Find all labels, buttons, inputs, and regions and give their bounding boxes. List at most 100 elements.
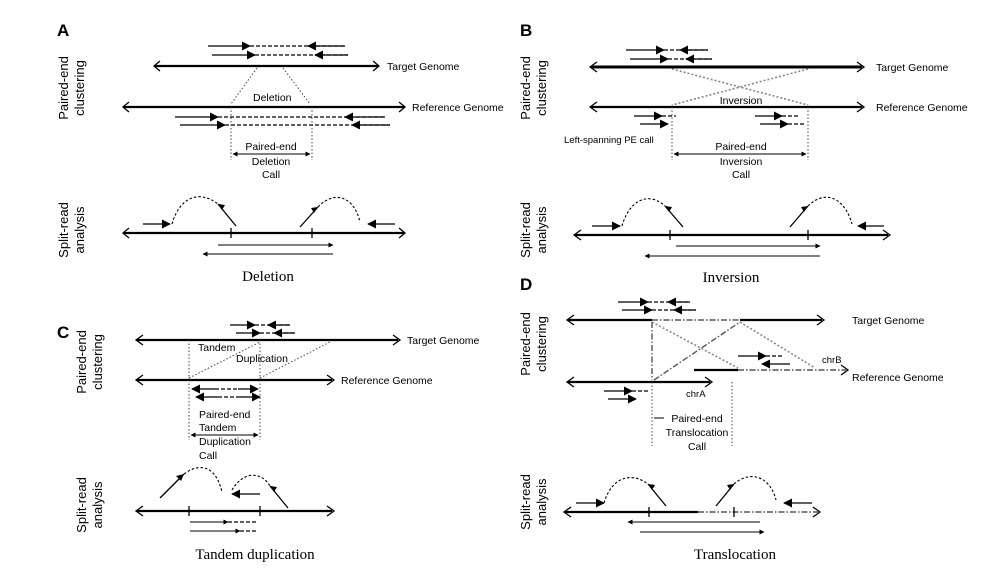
panel-b-event-label: Inversion: [720, 95, 763, 107]
panel-d-letter: D: [520, 275, 532, 294]
panel-d-side-top-2: clustering: [534, 316, 549, 372]
genome-end: [816, 314, 826, 326]
split-arc: [317, 197, 361, 223]
panel-a-side-top-2: clustering: [72, 60, 87, 116]
panel-b-side-bottom-1: Split-read: [518, 202, 533, 258]
genome-end: [134, 374, 144, 386]
genome-end: [562, 506, 572, 518]
split-arrowhead: [727, 484, 734, 490]
genome-end: [398, 101, 407, 113]
panel-c-letter: C: [57, 323, 69, 342]
panel-c-side-bottom-2: analysis: [90, 481, 105, 528]
genome-end: [152, 60, 161, 72]
panel-b-left-note: Left-spanning PE call: [564, 135, 654, 146]
split-arrowhead: [648, 484, 655, 490]
translocation-guides: [651, 321, 741, 381]
panel-d-caption: Translocation: [694, 547, 776, 563]
split-arc: [171, 196, 219, 225]
genome-end: [121, 101, 130, 113]
panel-b-side-top-1: Paired-end: [518, 56, 533, 120]
genome-end: [392, 334, 402, 346]
panel-c-call-1: Paired-end: [199, 409, 251, 421]
panel-c-event-label-2: Duplication: [236, 353, 288, 365]
panel-b-side-bottom-2: analysis: [534, 206, 549, 253]
panel-b-target-label: Target Genome: [876, 62, 949, 74]
genome-end: [134, 334, 144, 346]
genome-end: [572, 229, 582, 241]
panel-b-letter: B: [520, 21, 532, 40]
panel-b-side-top-2: clustering: [534, 60, 549, 116]
panel-b-call-2: Inversion: [720, 156, 763, 168]
panel-c-target-label: Target Genome: [407, 335, 480, 347]
split-arrowhead: [311, 207, 318, 213]
genome-end: [565, 314, 575, 326]
genome-end: [856, 61, 866, 73]
translocation-guides: [651, 321, 816, 369]
genome-end: [326, 374, 336, 386]
genome-end: [588, 101, 598, 113]
deletion-guides: [230, 67, 311, 105]
split-arc: [807, 196, 853, 225]
panel-a-target-label: Target Genome: [387, 61, 460, 73]
panel-c-event-label-1: Tandem: [198, 342, 236, 354]
genome-end: [398, 227, 407, 239]
split-arrowhead: [176, 474, 184, 481]
panel-a-reference-label: Reference Genome: [412, 102, 504, 114]
genome-end: [840, 364, 850, 376]
panel-a-side-top-1: Paired-end: [56, 56, 71, 120]
panel-a-side-bottom-2: analysis: [72, 206, 87, 253]
split-arrowhead: [801, 206, 808, 212]
genome-end: [326, 505, 336, 517]
panel-a-letter: A: [57, 21, 69, 40]
panel-d-side-bottom-1: Split-read: [518, 474, 533, 530]
split-arc: [183, 467, 223, 493]
panel-a-call-1: Paired-end: [245, 141, 297, 153]
inversion-cross: [671, 68, 809, 106]
panel-a-call-2: Deletion: [252, 156, 291, 168]
panel-b-call-1: Paired-end: [715, 141, 767, 153]
panel-c-side-top-1: Paired-end: [74, 330, 89, 394]
panel-b-caption: Inversion: [703, 270, 760, 286]
genome-end: [882, 229, 892, 241]
split-arrowhead: [218, 204, 225, 210]
panel-d-side-bottom-2: analysis: [534, 478, 549, 525]
panel-d-call-2: Translocation: [666, 427, 729, 439]
panel-d-call-3: Call: [688, 441, 706, 453]
panel-d-chrB: chrB: [822, 355, 842, 366]
genome-end: [588, 61, 598, 73]
panel-a-event-label: Deletion: [253, 92, 292, 104]
split-arc: [603, 477, 649, 504]
panel-d-side-top-1: Paired-end: [518, 312, 533, 376]
genome-end: [121, 227, 130, 239]
genome-end: [812, 506, 822, 518]
genome-end: [372, 60, 381, 72]
panel-b: B Paired-end clustering Split-read analy…: [518, 21, 968, 286]
panel-c-side-bottom-1: Split-read: [74, 477, 89, 533]
genome-end: [704, 376, 714, 388]
panel-c-caption: Tandem duplication: [195, 547, 315, 563]
panel-c-reference-label: Reference Genome: [341, 375, 433, 387]
split-arc: [621, 198, 666, 227]
panel-c-side-top-2: clustering: [90, 334, 105, 390]
panel-a-call-3: Call: [262, 169, 280, 181]
split-arc: [231, 474, 271, 491]
panel-c-call-3: Duplication: [199, 436, 251, 448]
panel-a: A Paired-end clustering Split-read analy…: [56, 21, 504, 285]
genome-end: [856, 101, 866, 113]
panel-c-call-2: Tandem: [199, 422, 237, 434]
split-arrowhead: [270, 486, 277, 492]
panel-c-call-4: Call: [199, 450, 217, 462]
panel-a-side-bottom-1: Split-read: [56, 202, 71, 258]
panel-d: D Paired-end clustering Split-read analy…: [518, 275, 944, 563]
split-arrowhead: [665, 206, 672, 212]
panel-b-reference-label: Reference Genome: [876, 102, 968, 114]
panel-d-call-1: Paired-end: [671, 413, 723, 425]
split-arc: [733, 476, 777, 501]
genome-end: [565, 376, 575, 388]
panel-d-chrA: chrA: [686, 389, 706, 400]
panel-a-caption: Deletion: [242, 269, 294, 285]
panel-b-call-3: Call: [732, 169, 750, 181]
panel-c: C Paired-end clustering Split-read analy…: [57, 320, 480, 563]
panel-d-reference-label: Reference Genome: [852, 372, 944, 384]
